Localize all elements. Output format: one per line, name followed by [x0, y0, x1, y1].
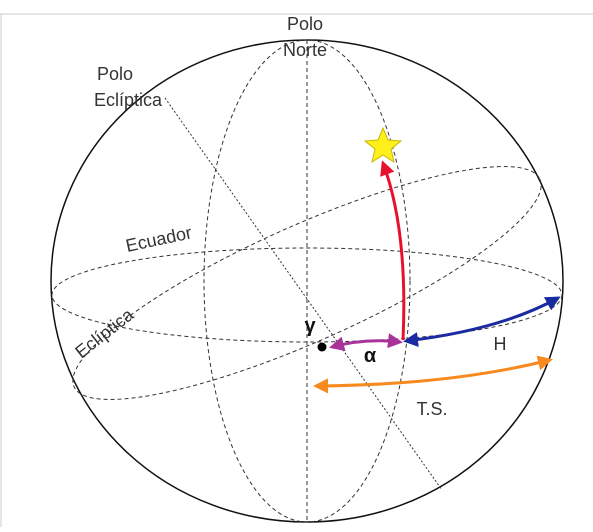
- label: γ: [304, 315, 316, 337]
- label: Polo: [287, 14, 323, 34]
- label: Norte: [283, 40, 327, 60]
- vernal-point-dot: [317, 342, 327, 352]
- sidereal-time-arrow: [313, 355, 553, 394]
- label: Polo: [97, 64, 133, 84]
- star: [363, 126, 403, 164]
- ecliptic-axis: [164, 97, 443, 491]
- ecliptic-circle: [72, 166, 542, 400]
- label: T.S.: [416, 399, 447, 419]
- label: Ecuador: [124, 222, 194, 256]
- label: H: [494, 334, 507, 354]
- label: Eclíptica: [71, 304, 138, 362]
- hour-angle-arrow: [403, 296, 561, 348]
- declination-arrow: [380, 160, 406, 341]
- right-ascension-arrow: [329, 333, 403, 352]
- label: α: [364, 345, 377, 367]
- label: Eclíptica: [94, 90, 163, 110]
